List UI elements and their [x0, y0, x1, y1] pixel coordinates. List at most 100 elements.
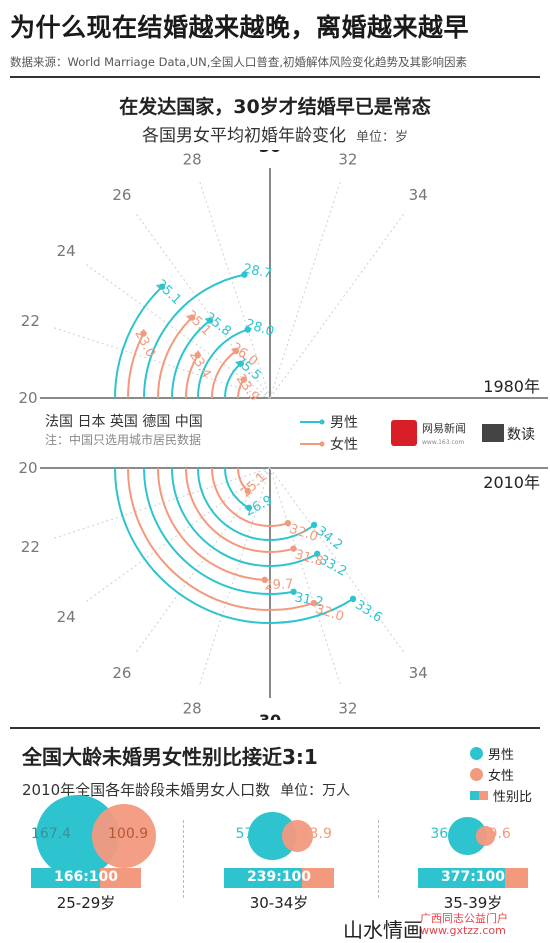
data-arc [224, 467, 250, 509]
data-label: 23.4 [186, 348, 214, 381]
data-point [241, 271, 248, 278]
site-watermark: 广西同志公益门户 www.gxtzz.com [420, 913, 508, 937]
legend-female-dot [319, 441, 325, 447]
section2-legend: 男性 女性 性别比 [469, 743, 532, 806]
section1-title: 在发达国家，30岁才结婚早已是常态 [119, 96, 431, 118]
legend-female-label: 女性 [487, 769, 514, 784]
data-arc [114, 467, 354, 624]
main-title: 为什么现在结婚越来越晚，离婚越来越早 [10, 13, 470, 42]
ratio-female-fill [99, 868, 141, 888]
radial-chart: 2224262830323420222426283032342025.128.7… [0, 150, 550, 720]
watermark-text: 山水情画 [343, 918, 423, 942]
chart-note: 注：中国只选用城市居民数据 [45, 432, 201, 447]
legend-female-row: 女性 [469, 764, 532, 785]
tick-label: 32 [338, 150, 357, 168]
male-dot-icon [469, 747, 483, 760]
data-arc [127, 467, 315, 611]
tick-label: 20 [18, 459, 37, 477]
data-arc [197, 328, 249, 399]
netease-logo-text: 网易新闻 [422, 421, 466, 435]
legend-male-row: 男性 [469, 743, 532, 764]
data-arc [185, 467, 294, 553]
netease-logo-icon [391, 420, 417, 446]
data-arc [171, 319, 211, 399]
section2-subtitle: 2010年全国各年龄段未婚男女人口数 单位：万人 [22, 779, 350, 800]
radial-gridline [51, 326, 271, 399]
male-value: 36.2 [430, 826, 462, 842]
radial-gridline [198, 179, 271, 399]
ratio-bar-icon [469, 791, 488, 800]
radial-gridline [83, 262, 271, 399]
ratio-female-fill [301, 868, 334, 888]
tick-label: 28 [183, 700, 202, 718]
sex-ratio-bar: 239:100 [224, 868, 334, 888]
female-value: 9.6 [488, 826, 511, 842]
data-arc [171, 467, 318, 567]
tick-label: 30 [259, 150, 281, 156]
tick-label: 20 [18, 389, 37, 407]
bubble-pair: 167.4 100.9 [31, 794, 157, 878]
tick-label: 26 [112, 664, 131, 682]
tick-label: 22 [21, 538, 40, 556]
site-url: www.gxtzz.com [420, 924, 506, 937]
legend-male-text: 男性 [330, 415, 358, 431]
tick-label: 24 [57, 242, 76, 260]
data-arc [197, 467, 315, 541]
data-label: 29.7 [264, 577, 294, 593]
age-group-30-34: 57.2 23.9 239:100 30-34岁 [224, 808, 334, 913]
data-source: 数据来源：World Marriage Data,UN,全国人口普查,初婚解体风… [10, 55, 468, 69]
section1-subtitle-text: 各国男女平均初婚年龄变化 [141, 126, 346, 146]
data-point [261, 576, 268, 584]
data-arc [127, 333, 145, 399]
female-bubble [282, 820, 314, 852]
shudu-logo-text: 数读 [507, 426, 535, 443]
section1-subtitle: 各国男女平均初婚年龄变化 单位：岁 [0, 121, 550, 146]
sex-ratio-bar: 377:100 [418, 868, 528, 888]
radial-gridline [269, 467, 406, 655]
data-label: 33.6 [352, 598, 384, 626]
data-arc [143, 467, 294, 595]
sex-ratio-bar: 166:100 [31, 868, 141, 888]
male-value: 167.4 [31, 826, 72, 842]
female-bubble [475, 826, 496, 846]
legend-male-dot [319, 419, 325, 425]
data-point [310, 521, 318, 529]
data-arc [211, 467, 289, 527]
legend-male-label: 男性 [487, 748, 514, 763]
ratio-text: 166:100 [53, 869, 119, 885]
netease-logo-url: www.163.com [422, 439, 464, 446]
group-divider [183, 820, 184, 898]
legend-ratio-label: 性别比 [492, 790, 532, 805]
data-point [232, 347, 240, 355]
female-dot-icon [469, 768, 483, 781]
female-value: 100.9 [108, 826, 149, 842]
legend-ratio-row: 性别比 [469, 785, 532, 806]
bubble-pair: 57.2 23.9 [224, 808, 334, 864]
data-point [284, 519, 292, 527]
data-point [290, 545, 297, 552]
female-value: 23.9 [300, 826, 332, 842]
tick-label: 28 [183, 150, 202, 168]
female-bubble [91, 803, 157, 869]
tick-label: 32 [338, 700, 357, 718]
data-point [158, 283, 166, 290]
ratio-female-fill [504, 868, 528, 888]
section2-title: 全国大龄未婚男女性别比接近3:1 [22, 745, 318, 769]
data-point [244, 487, 251, 495]
data-arc [157, 316, 193, 399]
age-group-35-39: 36.2 9.6 377:100 35-39岁 [418, 808, 528, 913]
radial-gridline [269, 179, 342, 399]
data-point [310, 599, 318, 607]
data-point [349, 595, 357, 603]
tick-label: 26 [112, 186, 131, 204]
legend-band [0, 404, 550, 462]
divider-top [10, 76, 540, 78]
data-label: 31.8 [293, 547, 325, 569]
data-point [314, 550, 321, 558]
group-divider [378, 820, 379, 898]
age-label: 30-34岁 [249, 894, 309, 912]
ratio-text: 377:100 [440, 869, 506, 885]
data-arc [211, 350, 237, 399]
site-name: 广西同志公益门户 [420, 912, 508, 925]
year-label-1980: 1980年 [483, 377, 540, 396]
